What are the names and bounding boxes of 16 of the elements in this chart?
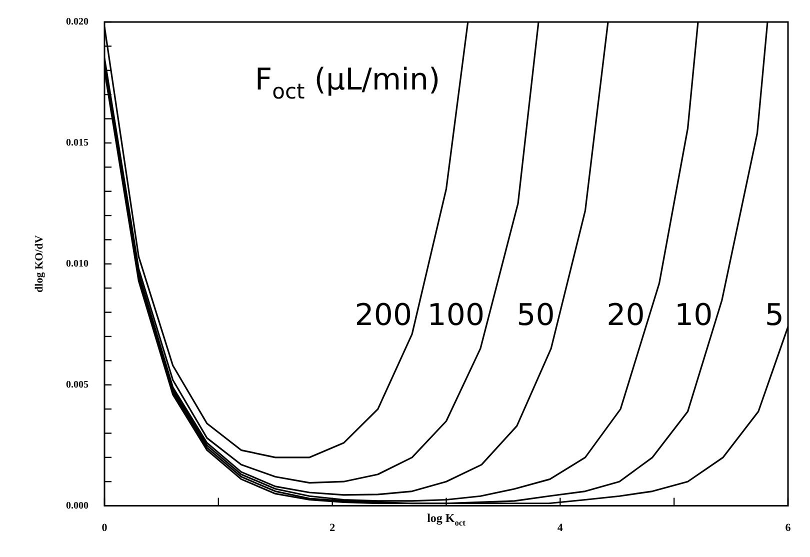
x-tick-label: 4 (557, 522, 564, 534)
y-tick-label: 0.000 (66, 500, 88, 512)
y-tick-label: 0.005 (66, 379, 88, 390)
series-label: 100 (427, 298, 485, 334)
y-axis-title: dlog KO/dV (34, 235, 46, 292)
series-label: 50 (516, 298, 555, 334)
x-tick-label: 6 (785, 522, 792, 534)
y-tick-label: 0.020 (66, 16, 88, 28)
x-tick-label: 2 (330, 522, 336, 534)
series-label: 20 (606, 298, 645, 334)
series-label: 10 (674, 298, 713, 334)
series-label: 5 (764, 298, 784, 334)
series-label: 200 (354, 298, 412, 334)
y-tick-label: 0.015 (66, 138, 88, 149)
y-tick-label: 0.010 (66, 258, 88, 270)
x-tick-label: 0 (102, 522, 108, 534)
